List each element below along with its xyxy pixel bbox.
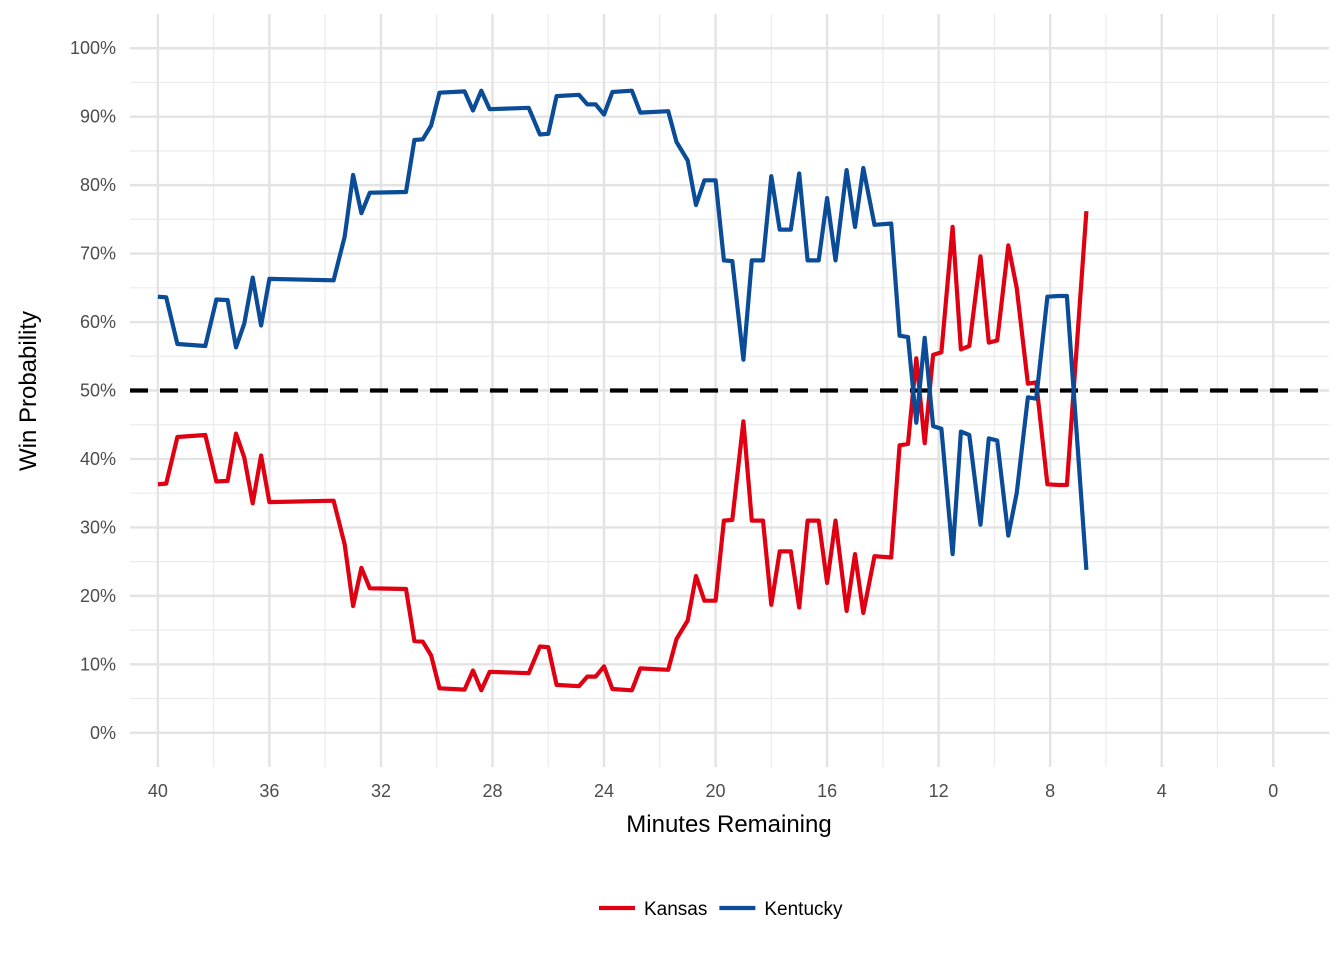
x-tick-label: 28 bbox=[482, 781, 502, 801]
x-tick-label: 36 bbox=[259, 781, 279, 801]
x-tick-label: 0 bbox=[1268, 781, 1278, 801]
y-tick-label: 10% bbox=[80, 654, 116, 674]
x-tick-label: 16 bbox=[817, 781, 837, 801]
legend: Kansas Kentucky bbox=[599, 899, 843, 920]
x-tick-label: 12 bbox=[929, 781, 949, 801]
x-axis-ticks: 40 36 32 28 24 20 16 12 8 4 0 bbox=[148, 781, 1278, 801]
legend-item-kentucky: Kentucky bbox=[719, 899, 843, 920]
y-tick-label: 100% bbox=[70, 38, 116, 58]
x-tick-label: 32 bbox=[371, 781, 391, 801]
y-tick-label: 70% bbox=[80, 244, 116, 264]
legend-label-kentucky: Kentucky bbox=[764, 899, 843, 920]
x-tick-label: 20 bbox=[706, 781, 726, 801]
y-tick-label: 20% bbox=[80, 586, 116, 606]
x-tick-label: 24 bbox=[594, 781, 614, 801]
y-axis-ticks: 0% 10% 20% 30% 40% 50% 60% 70% 80% 90% 100% bbox=[70, 38, 116, 743]
y-tick-label: 30% bbox=[80, 517, 116, 537]
series-line-kentucky bbox=[157, 88, 1089, 571]
x-tick-label: 4 bbox=[1157, 781, 1167, 801]
x-axis-title: Minutes Remaining bbox=[626, 811, 831, 838]
y-axis-title: Win Probability bbox=[15, 311, 42, 471]
y-tick-label: 0% bbox=[90, 723, 116, 743]
minor-grid bbox=[130, 14, 1329, 767]
y-tick-label: 40% bbox=[80, 449, 116, 469]
x-tick-label: 40 bbox=[148, 781, 168, 801]
x-tick-label: 8 bbox=[1045, 781, 1055, 801]
series-layer bbox=[157, 88, 1089, 693]
series-line-kansas bbox=[157, 210, 1089, 693]
y-tick-label: 90% bbox=[80, 107, 116, 127]
y-tick-label: 80% bbox=[80, 175, 116, 195]
y-tick-label: 60% bbox=[80, 312, 116, 332]
legend-item-kansas: Kansas bbox=[599, 899, 707, 920]
major-grid bbox=[130, 14, 1329, 767]
y-tick-label: 50% bbox=[80, 381, 116, 401]
legend-label-kansas: Kansas bbox=[644, 899, 707, 920]
